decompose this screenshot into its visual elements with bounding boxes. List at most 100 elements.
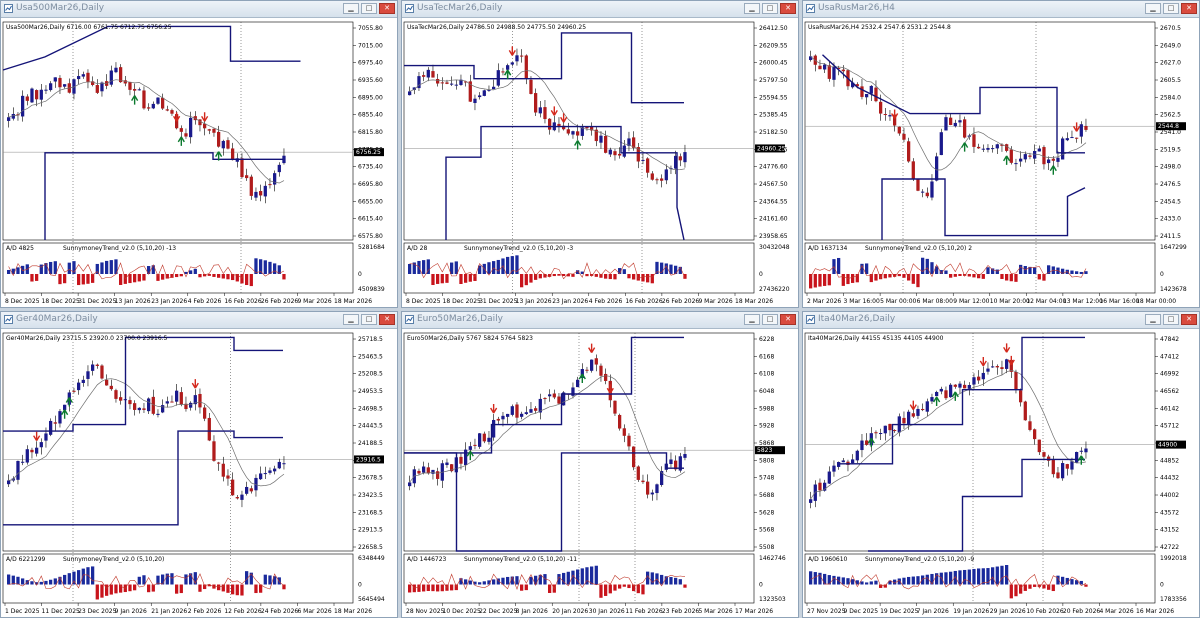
maximize-icon[interactable]: □ (762, 3, 778, 14)
candle-body (63, 84, 67, 87)
price-chart[interactable]: 26412.50 26209.55 26000.45 25797.50 25594.55… (402, 17, 798, 307)
candle-body (273, 173, 277, 185)
candle-body (235, 497, 239, 499)
candle-body (1033, 150, 1037, 159)
window-titlebar[interactable]: UsaRusMar26,H4 ▁ □ ✕ (803, 1, 1199, 18)
candle-body (986, 147, 990, 150)
indicator-bar (473, 581, 477, 585)
price-chart[interactable]: 4784247412469924656246142457124528244852… (803, 328, 1199, 617)
indicator-bar (963, 274, 967, 276)
candle-body (203, 407, 207, 419)
indicator-bar (147, 584, 151, 593)
candle-body (35, 447, 39, 454)
indicator-bar (282, 274, 286, 280)
close-icon[interactable]: ✕ (780, 3, 796, 14)
candle-body (930, 397, 934, 402)
indicator-bar (245, 571, 249, 585)
candle-body (1061, 463, 1065, 479)
price-chart[interactable]: 6228 6168 6108 6048 5988 5928 5868 5808 5748 5688… (402, 328, 798, 617)
close-icon[interactable]: ✕ (780, 314, 796, 325)
indicator-line (8, 262, 285, 280)
price-label: 42722 (1160, 544, 1179, 551)
candle-body (548, 394, 552, 397)
window-titlebar[interactable]: Ita40Mar26,Daily ▁ □ ✕ (803, 312, 1199, 329)
candle-body (860, 440, 864, 451)
maximize-icon[interactable]: □ (361, 314, 377, 325)
chart-window-usarus[interactable]: UsaRusMar26,H4 ▁ □ ✕ 2670.5 2649.0 2627.0 2… (802, 0, 1200, 308)
window-titlebar[interactable]: UsaTecMar26,Daily ▁ □ ✕ (402, 1, 798, 18)
indicator-bar (991, 567, 995, 585)
maximize-icon[interactable]: □ (361, 3, 377, 14)
indicator-bar (576, 270, 580, 274)
indicator-scale-label: 0 (759, 271, 763, 278)
price-chart[interactable]: 7055.80 7015.00 6975.40 6935.60 6895.00 6855.… (1, 17, 397, 307)
chart-window-euro50[interactable]: Euro50Mar26,Daily ▁ □ ✕ 6228 6168 6108 6048… (401, 311, 799, 618)
chart-window-usatec[interactable]: UsaTecMar26,Daily ▁ □ ✕ 26412.50 26209.55… (401, 0, 799, 308)
minimize-icon[interactable]: ▁ (343, 3, 359, 14)
candle-body (897, 126, 901, 134)
maximize-icon[interactable]: □ (1163, 3, 1179, 14)
minimize-icon[interactable]: ▁ (744, 314, 760, 325)
close-icon[interactable]: ✕ (1181, 3, 1197, 14)
close-icon[interactable]: ✕ (379, 314, 395, 325)
price-chart[interactable]: 2670.5 2649.0 2627.0 2605.5 2584.0 2562.5 2541… (803, 17, 1199, 307)
indicator-bar (440, 584, 444, 592)
window-titlebar[interactable]: Usa500Mar26,Daily ▁ □ ✕ (1, 1, 397, 18)
indicator-bar (1037, 274, 1041, 280)
candle-body (510, 406, 514, 415)
candle-body (580, 127, 584, 136)
maximize-icon[interactable]: □ (1163, 314, 1179, 325)
candle-body (49, 420, 53, 435)
indicator-bar (1019, 584, 1023, 594)
indicator-bar (879, 274, 883, 280)
candle-body (249, 488, 253, 492)
indicator-bar (664, 263, 668, 274)
minimize-icon[interactable]: ▁ (343, 314, 359, 325)
candle-body (841, 460, 845, 463)
price-label: 26000.45 (759, 60, 788, 67)
window-title: UsaRusMar26,H4 (818, 3, 895, 13)
trend-channel-line (868, 458, 1085, 552)
date-label: 20 Jan 2026 (552, 608, 588, 615)
indicator-bar (580, 271, 584, 274)
candle-body (618, 414, 622, 429)
chart-window-ita40[interactable]: Ita40Mar26,Daily ▁ □ ✕ 47842 47412 46992 46… (802, 311, 1200, 618)
date-label: 5 Mar 00:00 (880, 298, 916, 305)
date-label: 17 Mar 2026 (735, 608, 773, 615)
minimize-icon[interactable]: ▁ (1145, 314, 1161, 325)
candle-body (231, 148, 235, 161)
minimize-icon[interactable]: ▁ (1145, 3, 1161, 14)
indicator-bar (851, 579, 855, 585)
price-label: 46562 (1160, 388, 1179, 395)
candle-body (240, 158, 244, 178)
indicator-bar (151, 265, 155, 274)
chart-window-ger40[interactable]: Ger40Mar26,Daily ▁ □ ✕ 25718.5 25463.5 252… (0, 311, 398, 618)
price-label: 5628 (759, 509, 774, 516)
candle-body (1051, 158, 1055, 161)
candle-body (184, 133, 188, 137)
candle-body (627, 138, 631, 146)
candle-body (501, 415, 505, 420)
candle-body (921, 408, 925, 411)
window-titlebar[interactable]: Ger40Mar26,Daily ▁ □ ✕ (1, 312, 397, 329)
maximize-icon[interactable]: □ (762, 314, 778, 325)
indicator-bar (468, 580, 472, 585)
candle-body (203, 123, 207, 129)
candle-body (422, 466, 426, 473)
candle-body (832, 465, 836, 472)
candle-body (25, 96, 29, 101)
indicator-bar (240, 584, 244, 596)
indicator-bar (650, 572, 654, 585)
indicator-bar (156, 575, 160, 585)
close-icon[interactable]: ✕ (379, 3, 395, 14)
indicator-bar (1042, 274, 1046, 281)
indicator-bar (911, 576, 915, 585)
window-titlebar[interactable]: Euro50Mar26,Daily ▁ □ ✕ (402, 312, 798, 329)
close-icon[interactable]: ✕ (1181, 314, 1197, 325)
candle-body (464, 81, 468, 83)
minimize-icon[interactable]: ▁ (744, 3, 760, 14)
chart-window-icon (4, 4, 13, 13)
candle-body (49, 83, 53, 91)
chart-window-usa500[interactable]: Usa500Mar26,Daily ▁ □ ✕ 7055.80 7015.00 69… (0, 0, 398, 308)
price-chart[interactable]: 25718.5 25463.5 25208.5 24953.5 24698.5 24443… (1, 328, 397, 617)
